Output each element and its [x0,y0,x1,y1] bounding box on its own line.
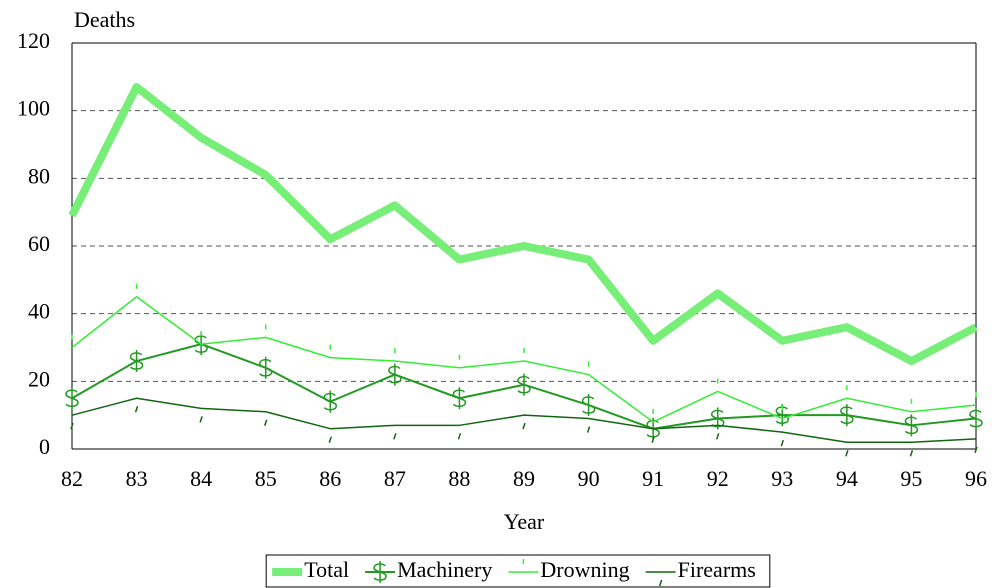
legend: Total Machinery Drowning Firearms [265,554,771,588]
marker [264,419,268,427]
marker [840,404,854,427]
marker [904,414,919,437]
marker [457,433,462,440]
marker [658,579,663,587]
legend-label: Firearms [678,557,756,582]
x-tick-label: 89 [513,466,535,491]
x-tick-label: 87 [384,466,406,491]
marker [969,407,983,430]
x-tick-label: 93 [771,466,793,491]
marker [780,439,784,447]
x-tick-label: 83 [126,466,148,491]
marker [651,436,655,443]
y-tick-label: 20 [28,366,50,391]
legend-item: Drowning [508,557,630,582]
marker [393,433,397,440]
legend-label: Total [304,557,349,582]
marker [373,561,387,583]
marker [328,436,332,443]
legend-item: Machinery [365,557,492,583]
marker [388,363,402,386]
x-tick-label: 88 [448,466,470,491]
x-tick-label: 96 [965,466,987,491]
y-tick-label: 0 [39,434,50,459]
line [71,296,977,423]
y-tick-label: 120 [17,28,50,53]
x-tick-label: 92 [707,466,729,491]
marker [129,350,144,373]
x-tick-label: 94 [836,466,858,491]
y-tick-label: 40 [28,299,50,324]
x-tick-label: 84 [190,466,212,491]
marker [716,433,720,440]
marker [134,406,139,413]
line [68,82,978,366]
y-tick-label: 80 [28,163,50,188]
x-tick-label: 90 [578,466,600,491]
y-tick-label: 60 [28,231,50,256]
legend-label: Machinery [397,557,492,582]
y-axis-title: Deaths [74,7,135,32]
marker [586,426,591,433]
marker [452,387,467,410]
marker [323,390,338,413]
marker [522,422,526,430]
legend-item: Firearms [645,557,756,587]
x-axis-title: Year [504,509,545,534]
marker [909,449,914,457]
x-tick-label: 91 [642,466,664,491]
legend-box [265,554,771,588]
legend-item: Total [272,557,349,582]
line [71,397,977,443]
legend-label: Drowning [540,557,629,582]
marker [517,373,531,396]
marker [199,416,203,423]
marker [65,387,79,410]
marker [581,394,596,417]
x-tick-label: 95 [900,466,922,491]
x-tick-label: 82 [61,466,83,491]
marker [974,446,978,454]
x-tick-label: 86 [319,466,341,491]
marker [258,356,273,379]
marker [70,422,74,430]
x-tick-label: 85 [255,466,277,491]
marker [845,449,849,457]
y-tick-label: 100 [17,96,50,121]
